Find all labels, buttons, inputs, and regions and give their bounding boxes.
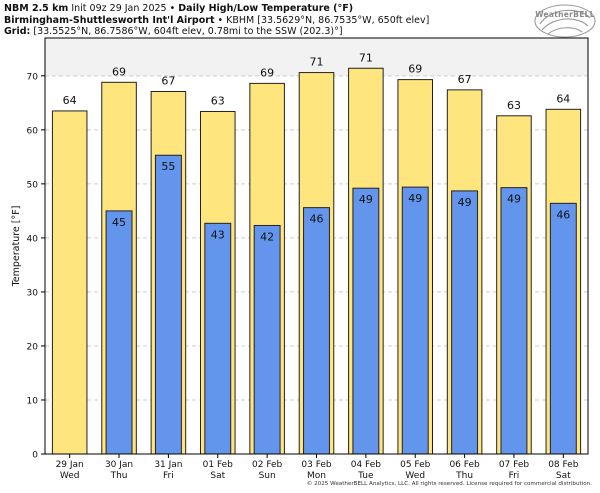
high-temp-label: 69: [112, 65, 126, 78]
low-temp-bar: [253, 224, 281, 455]
separator: •: [217, 14, 224, 26]
high-temp-label: 67: [458, 73, 472, 86]
header-line-1: NBM 2.5 km Init 09z 29 Jan 2025 • Daily …: [4, 3, 524, 15]
x-tick-date-label: 31 Jan: [154, 460, 182, 470]
y-tick-label: 70: [27, 72, 39, 82]
low-temp-bar: [352, 187, 380, 455]
x-tick-day-label: Tue: [357, 471, 374, 481]
plot-top-band: [45, 38, 588, 76]
high-temp-label: 63: [507, 99, 521, 112]
x-tick-date-label: 06 Feb: [449, 460, 480, 470]
low-temp-label: 46: [310, 213, 324, 226]
x-tick-day-label: Thu: [110, 471, 128, 481]
chart-header: NBM 2.5 km Init 09z 29 Jan 2025 • Daily …: [4, 3, 524, 38]
y-tick-label: 60: [27, 126, 39, 136]
low-temp-bar: [451, 190, 479, 455]
low-temp-label: 42: [260, 230, 274, 243]
x-tick-date-label: 05 Feb: [400, 460, 431, 470]
x-tick-date-label: 08 Feb: [548, 460, 579, 470]
y-tick-label: 20: [27, 342, 39, 352]
y-tick-label: 10: [27, 396, 39, 406]
x-tick-date-label: 04 Feb: [351, 460, 382, 470]
header-line-2: Birmingham-Shuttlesworth Int'l Airport •…: [4, 15, 524, 27]
low-temp-bar: [204, 222, 232, 455]
x-tick-day-label: Sun: [259, 471, 276, 481]
y-tick-label: 40: [27, 234, 39, 244]
high-temp-label: 64: [63, 94, 77, 107]
x-tick-day-label: Thu: [455, 471, 473, 481]
high-temp-label: 71: [359, 51, 373, 64]
low-temp-label: 49: [408, 192, 422, 205]
grid-info: [33.5525°N, 86.7586°W, 604ft elev, 0.78m…: [33, 26, 343, 37]
low-temp-label: 49: [359, 193, 373, 206]
x-tick-day-label: Mon: [307, 471, 326, 481]
init-time: Init 09z 29 Jan 2025: [71, 3, 167, 14]
low-temp-label: 43: [211, 228, 225, 241]
swirl-logo-icon: [534, 4, 596, 38]
separator: •: [169, 3, 176, 14]
x-tick-date-label: 30 Jan: [105, 460, 133, 470]
x-tick-day-label: Wed: [60, 471, 80, 481]
y-tick-label: 50: [27, 180, 39, 190]
low-temp-label: 55: [161, 160, 175, 173]
high-temp-label: 69: [260, 66, 274, 79]
copyright-text: © 2025 WeatherBELL Analytics, LLC. All r…: [306, 481, 592, 487]
product-title: Daily High/Low Temperature (°F): [178, 3, 354, 14]
x-tick-date-label: 07 Feb: [499, 460, 530, 470]
low-temp-bar: [549, 202, 577, 455]
logo-text: WeatherBELL: [535, 10, 595, 19]
plot-frame: [44, 37, 589, 455]
x-tick-date-label: 01 Feb: [203, 460, 234, 470]
low-temp-label: 46: [556, 208, 570, 221]
low-temp-bar: [105, 210, 133, 455]
high-temp-bar: [51, 110, 88, 455]
high-temp-label: 71: [310, 56, 324, 69]
x-tick-day-label: Fri: [509, 471, 520, 481]
low-temp-bar: [303, 207, 330, 455]
low-temp-bar: [500, 187, 528, 455]
x-tick-day-label: Wed: [405, 471, 425, 481]
x-tick-date-label: 02 Feb: [252, 460, 283, 470]
y-axis-label: Temperature [°F]: [11, 206, 22, 288]
high-temp-label: 69: [408, 63, 422, 76]
high-temp-label: 63: [211, 94, 225, 107]
low-temp-bar: [154, 154, 182, 455]
x-tick-day-label: Sat: [556, 471, 571, 481]
station-name: Birmingham-Shuttlesworth Int'l Airport: [4, 14, 215, 26]
low-temp-label: 45: [112, 216, 126, 229]
header-line-3: Grid: [33.5525°N, 86.7586°W, 604ft elev,…: [4, 26, 524, 38]
low-temp-label: 49: [458, 196, 472, 209]
x-tick-day-label: Fri: [163, 471, 174, 481]
grid-label: Grid:: [4, 26, 31, 37]
x-tick-day-label: Sat: [210, 471, 225, 481]
x-tick-date-label: 03 Feb: [301, 460, 332, 470]
y-tick-label: 0: [32, 451, 38, 461]
x-tick-date-label: 29 Jan: [56, 460, 84, 470]
station-info: KBHM [33.5629°N, 86.7535°W, 650ft elev]: [226, 14, 430, 26]
y-tick-label: 30: [27, 288, 39, 298]
low-temp-label: 49: [507, 193, 521, 206]
high-temp-label: 64: [556, 92, 570, 105]
weatherbell-logo: WeatherBELL: [532, 2, 598, 40]
model-name: NBM 2.5 km: [4, 3, 69, 14]
high-temp-label: 67: [161, 74, 175, 87]
low-temp-bar: [401, 186, 429, 455]
